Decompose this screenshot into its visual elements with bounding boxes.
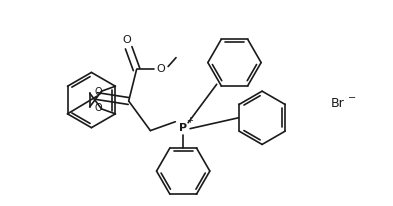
Text: +: +: [187, 116, 193, 125]
Text: O: O: [95, 103, 103, 113]
Text: O: O: [157, 64, 165, 74]
Text: O: O: [95, 87, 103, 97]
Text: P: P: [179, 123, 187, 133]
Text: Br: Br: [330, 96, 344, 110]
Text: −: −: [348, 93, 356, 103]
Text: O: O: [122, 35, 131, 45]
